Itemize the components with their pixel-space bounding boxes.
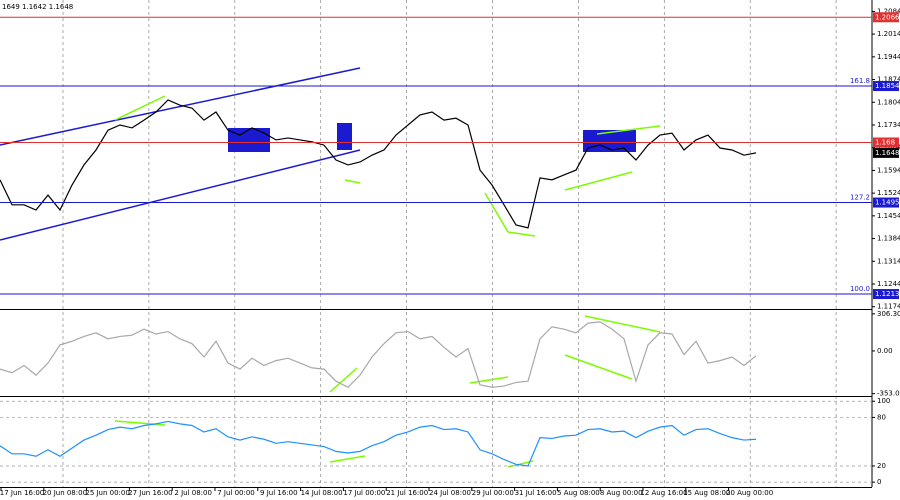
x-tick-label: 12 Aug 16:00 bbox=[640, 489, 687, 497]
y-tick-label: 0 bbox=[877, 478, 881, 486]
y-tick-label: 1.1384 bbox=[877, 235, 900, 243]
x-tick-label: 20 Aug 00:00 bbox=[726, 489, 773, 497]
x-tick-label: 17 Jul 00:00 bbox=[343, 489, 385, 497]
x-tick-label: 15 Aug 08:00 bbox=[683, 489, 730, 497]
y-tick-label: 80 bbox=[877, 413, 886, 421]
y-tick-label: 1.1804 bbox=[877, 98, 900, 106]
rsi-line bbox=[0, 420, 757, 467]
divergence-lines bbox=[114, 95, 661, 468]
level-tag-label: 1.1495 bbox=[875, 199, 900, 207]
fib-label: 100.0 bbox=[850, 285, 870, 293]
level-tag-label: 1.1213 bbox=[875, 290, 900, 298]
current-price-label: 1.1648 bbox=[875, 149, 900, 157]
y-tick-label: 1.1874 bbox=[877, 76, 900, 84]
y-tick-label: -353.035 bbox=[877, 390, 900, 398]
y-tick-label: 1.1244 bbox=[877, 280, 900, 288]
fib-label: 161.8 bbox=[850, 77, 870, 85]
level-tag bbox=[873, 197, 899, 208]
y-tick-label: 1.1734 bbox=[877, 121, 900, 129]
channel-lower bbox=[0, 149, 361, 241]
y-tick-label: 1.1944 bbox=[877, 53, 900, 61]
x-tick-label: 25 Jun 00:00 bbox=[85, 489, 129, 497]
level-tag-label: 1.168 bbox=[875, 139, 895, 147]
level-tag bbox=[873, 81, 899, 92]
x-tick-label: 2 Jul 08:00 bbox=[174, 489, 212, 497]
x-tick-label: 24 Jul 08:00 bbox=[429, 489, 471, 497]
y-tick-label: 1.2014 bbox=[877, 30, 900, 38]
price-line bbox=[0, 99, 757, 229]
y-tick-label: 0.00 bbox=[877, 347, 893, 355]
x-tick-label: 9 Jul 16:00 bbox=[260, 489, 298, 497]
y-tick-label: 20 bbox=[877, 462, 886, 470]
fib-label: 127.2 bbox=[850, 194, 870, 202]
y-tick-label: 1.1314 bbox=[877, 257, 900, 265]
x-tick-label: 17 Jun 16:00 bbox=[0, 489, 44, 497]
x-tick-label: 7 Jul 00:00 bbox=[217, 489, 255, 497]
current-price-tag bbox=[873, 147, 899, 158]
zone bbox=[228, 128, 270, 152]
y-tick-label: 1.2084 bbox=[877, 7, 900, 15]
y-tick-label: 1.1664 bbox=[877, 144, 900, 152]
frame bbox=[0, 0, 873, 488]
y-tick-label: 100 bbox=[877, 397, 890, 405]
header-text: 1649 1.1642 1.1648 bbox=[2, 3, 73, 11]
x-tick-label: 27 Jun 16:00 bbox=[128, 489, 172, 497]
zone bbox=[337, 123, 352, 150]
x-tick-label: 31 Jul 16:00 bbox=[515, 489, 557, 497]
x-tick-label: 20 Jun 08:00 bbox=[43, 489, 87, 497]
x-tick-label: 8 Aug 00:00 bbox=[600, 489, 643, 497]
x-tick-label: 5 Aug 08:00 bbox=[557, 489, 600, 497]
y-tick-label: 1.1174 bbox=[877, 303, 900, 311]
level-tag-label: 1.1854 bbox=[875, 82, 900, 90]
y-tick-label: 1.1454 bbox=[877, 212, 900, 220]
level-tag bbox=[873, 289, 899, 300]
y-tick-label: 1.1524 bbox=[877, 189, 900, 197]
y-tick-label: 306.3051 bbox=[877, 310, 900, 318]
channel-upper bbox=[0, 67, 361, 146]
x-tick-label: 21 Jul 16:00 bbox=[386, 489, 428, 497]
level-tag-label: 1.2066 bbox=[875, 13, 900, 21]
x-tick-label: 29 Jul 00:00 bbox=[472, 489, 514, 497]
x-tick-label: 14 Jul 08:00 bbox=[301, 489, 343, 497]
level-tag bbox=[873, 12, 899, 23]
cci-line bbox=[0, 321, 757, 388]
overlays bbox=[0, 67, 661, 468]
y-tick-label: 1.1594 bbox=[877, 166, 900, 174]
level-tag bbox=[873, 137, 899, 148]
